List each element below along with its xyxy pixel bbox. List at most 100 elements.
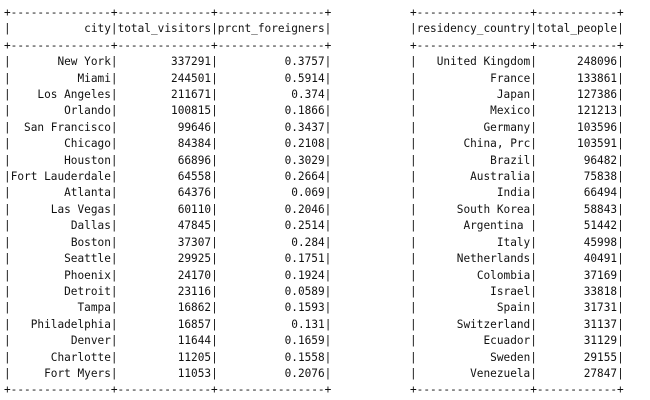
table-cell: 0.3757: [284, 55, 325, 69]
table-cell: Chicago: [64, 137, 111, 151]
table-row: | Seattle| 29925| 0.1751|: [4, 252, 332, 266]
table-cell: Orlando: [64, 104, 111, 118]
table-cell: Argentina: [463, 219, 531, 233]
table-cell: Seattle: [64, 252, 111, 266]
table-row: | Charlotte| 11205| 0.1558|: [4, 350, 332, 364]
table-cell: Switzerland: [456, 317, 531, 331]
table-cell: 29925: [177, 252, 212, 266]
table-row: | South Korea| 58843|: [410, 202, 624, 216]
table-cell: 66494: [583, 186, 618, 200]
column-header: residency_country: [416, 22, 531, 36]
table-cell: 66896: [177, 153, 212, 167]
table-cell: Colombia: [476, 268, 531, 282]
table-cell: United Kingdom: [436, 55, 531, 69]
table-cell: 31731: [583, 301, 618, 315]
table-cell: 40491: [583, 252, 618, 266]
table-cell: New York: [57, 55, 111, 69]
table-cell: 75838: [583, 170, 618, 184]
table-cell: 121213: [577, 104, 618, 118]
table-cell: Italy: [496, 235, 531, 249]
table-row: | Philadelphia| 16857| 0.131|: [4, 317, 332, 331]
table-cell: 0.2046: [284, 202, 325, 216]
table-cell: 244501: [171, 71, 212, 85]
table-cell: 0.131: [291, 317, 325, 331]
residency-country-table: +-----------------+------------+ |residen…: [410, 5, 624, 399]
table-cell: 0.1558: [284, 350, 325, 364]
table-header-separator: +-----------------+------------+: [410, 38, 624, 52]
table-row: | Netherlands| 40491|: [410, 252, 624, 266]
table-cell: 84384: [177, 137, 212, 151]
table-cell: India: [496, 186, 531, 200]
city-visitors-table: +---------------+--------------+--------…: [4, 5, 331, 399]
table-cell: Fort Lauderdale: [10, 170, 111, 184]
table-cell: 47845: [177, 219, 212, 233]
table-cell: 45998: [583, 235, 618, 249]
table-cell: 133861: [577, 71, 618, 85]
table-cell: 99646: [177, 120, 212, 134]
table-cell: 51442: [583, 219, 618, 233]
table-cell: 60110: [177, 202, 212, 216]
table-cell: 33818: [583, 284, 618, 298]
table-cell: 96482: [583, 153, 618, 167]
table-cell: 0.1751: [284, 252, 325, 266]
table-row: | San Francisco| 99646| 0.3437|: [4, 120, 332, 134]
table-row: | Phoenix| 24170| 0.1924|: [4, 268, 332, 282]
table-row: | India| 66494|: [410, 186, 624, 200]
table-cell: Boston: [70, 235, 111, 249]
table-cell: Denver: [70, 334, 111, 348]
table-cell: 0.3437: [284, 120, 325, 134]
table-cell: Israel: [490, 284, 531, 298]
table-row: | Germany| 103596|: [410, 120, 624, 134]
table-cell: 31129: [583, 334, 618, 348]
table-cell: 29155: [583, 350, 618, 364]
column-header: total_visitors: [117, 22, 212, 36]
table-cell: 0.0589: [284, 284, 325, 298]
table-row: | Israel| 33818|: [410, 284, 624, 298]
table-row: | Tampa| 16862| 0.1593|: [4, 301, 332, 315]
table-row: |Fort Lauderdale| 64558| 0.2664|: [4, 170, 332, 184]
table-cell: 64558: [177, 170, 212, 184]
table-row: | Las Vegas| 60110| 0.2046|: [4, 202, 332, 216]
table-cell: 58843: [583, 202, 618, 216]
column-header: city: [84, 22, 111, 36]
table-cell: Detroit: [64, 284, 111, 298]
table-cell: 0.2076: [284, 366, 325, 380]
table-row: | Detroit| 23116| 0.0589|: [4, 284, 332, 298]
table-row: | Denver| 11644| 0.1659|: [4, 334, 332, 348]
table-cell: Houston: [64, 153, 111, 167]
table-border-bottom: +-----------------+------------+: [410, 383, 624, 397]
table-cell: Philadelphia: [30, 317, 111, 331]
table-cell: 211671: [171, 88, 212, 102]
table-row: | Atlanta| 64376| 0.069|: [4, 186, 332, 200]
table-row: | Venezuela| 27847|: [410, 366, 624, 380]
table-cell: Ecuador: [483, 334, 531, 348]
table-cell: 64376: [177, 186, 212, 200]
table-row: | Brazil| 96482|: [410, 153, 624, 167]
table-cell: 37307: [177, 235, 212, 249]
table-row: | New York| 337291| 0.3757|: [4, 55, 332, 69]
table-cell: Charlotte: [50, 350, 111, 364]
table-cell: 103596: [577, 120, 618, 134]
table-row: | Switzerland| 31137|: [410, 317, 624, 331]
table-row: | Los Angeles| 211671| 0.374|: [4, 88, 332, 102]
table-border-bottom: +---------------+--------------+--------…: [4, 383, 332, 397]
table-cell: South Korea: [456, 202, 531, 216]
table-cell: Germany: [483, 120, 531, 134]
table-cell: Fort Myers: [44, 366, 111, 380]
table-cell: Brazil: [490, 153, 531, 167]
table-row: | Orlando| 100815| 0.1866|: [4, 104, 332, 118]
table-row: | Spain| 31731|: [410, 301, 624, 315]
table-cell: 11644: [177, 334, 212, 348]
table-cell: 103591: [577, 137, 618, 151]
table-cell: 0.284: [291, 235, 325, 249]
table-cell: 0.1593: [284, 301, 325, 315]
table-cell: 31137: [583, 317, 618, 331]
table-cell: Tampa: [77, 301, 111, 315]
table-cell: Sweden: [490, 350, 531, 364]
table-cell: China, Prc: [463, 137, 531, 151]
table-cell: 248096: [577, 55, 618, 69]
table-row: | Sweden| 29155|: [410, 350, 624, 364]
table-cell: 127386: [577, 88, 618, 102]
table-header-row: |residency_country|total_people|: [410, 22, 624, 36]
table-cell: Netherlands: [456, 252, 531, 266]
